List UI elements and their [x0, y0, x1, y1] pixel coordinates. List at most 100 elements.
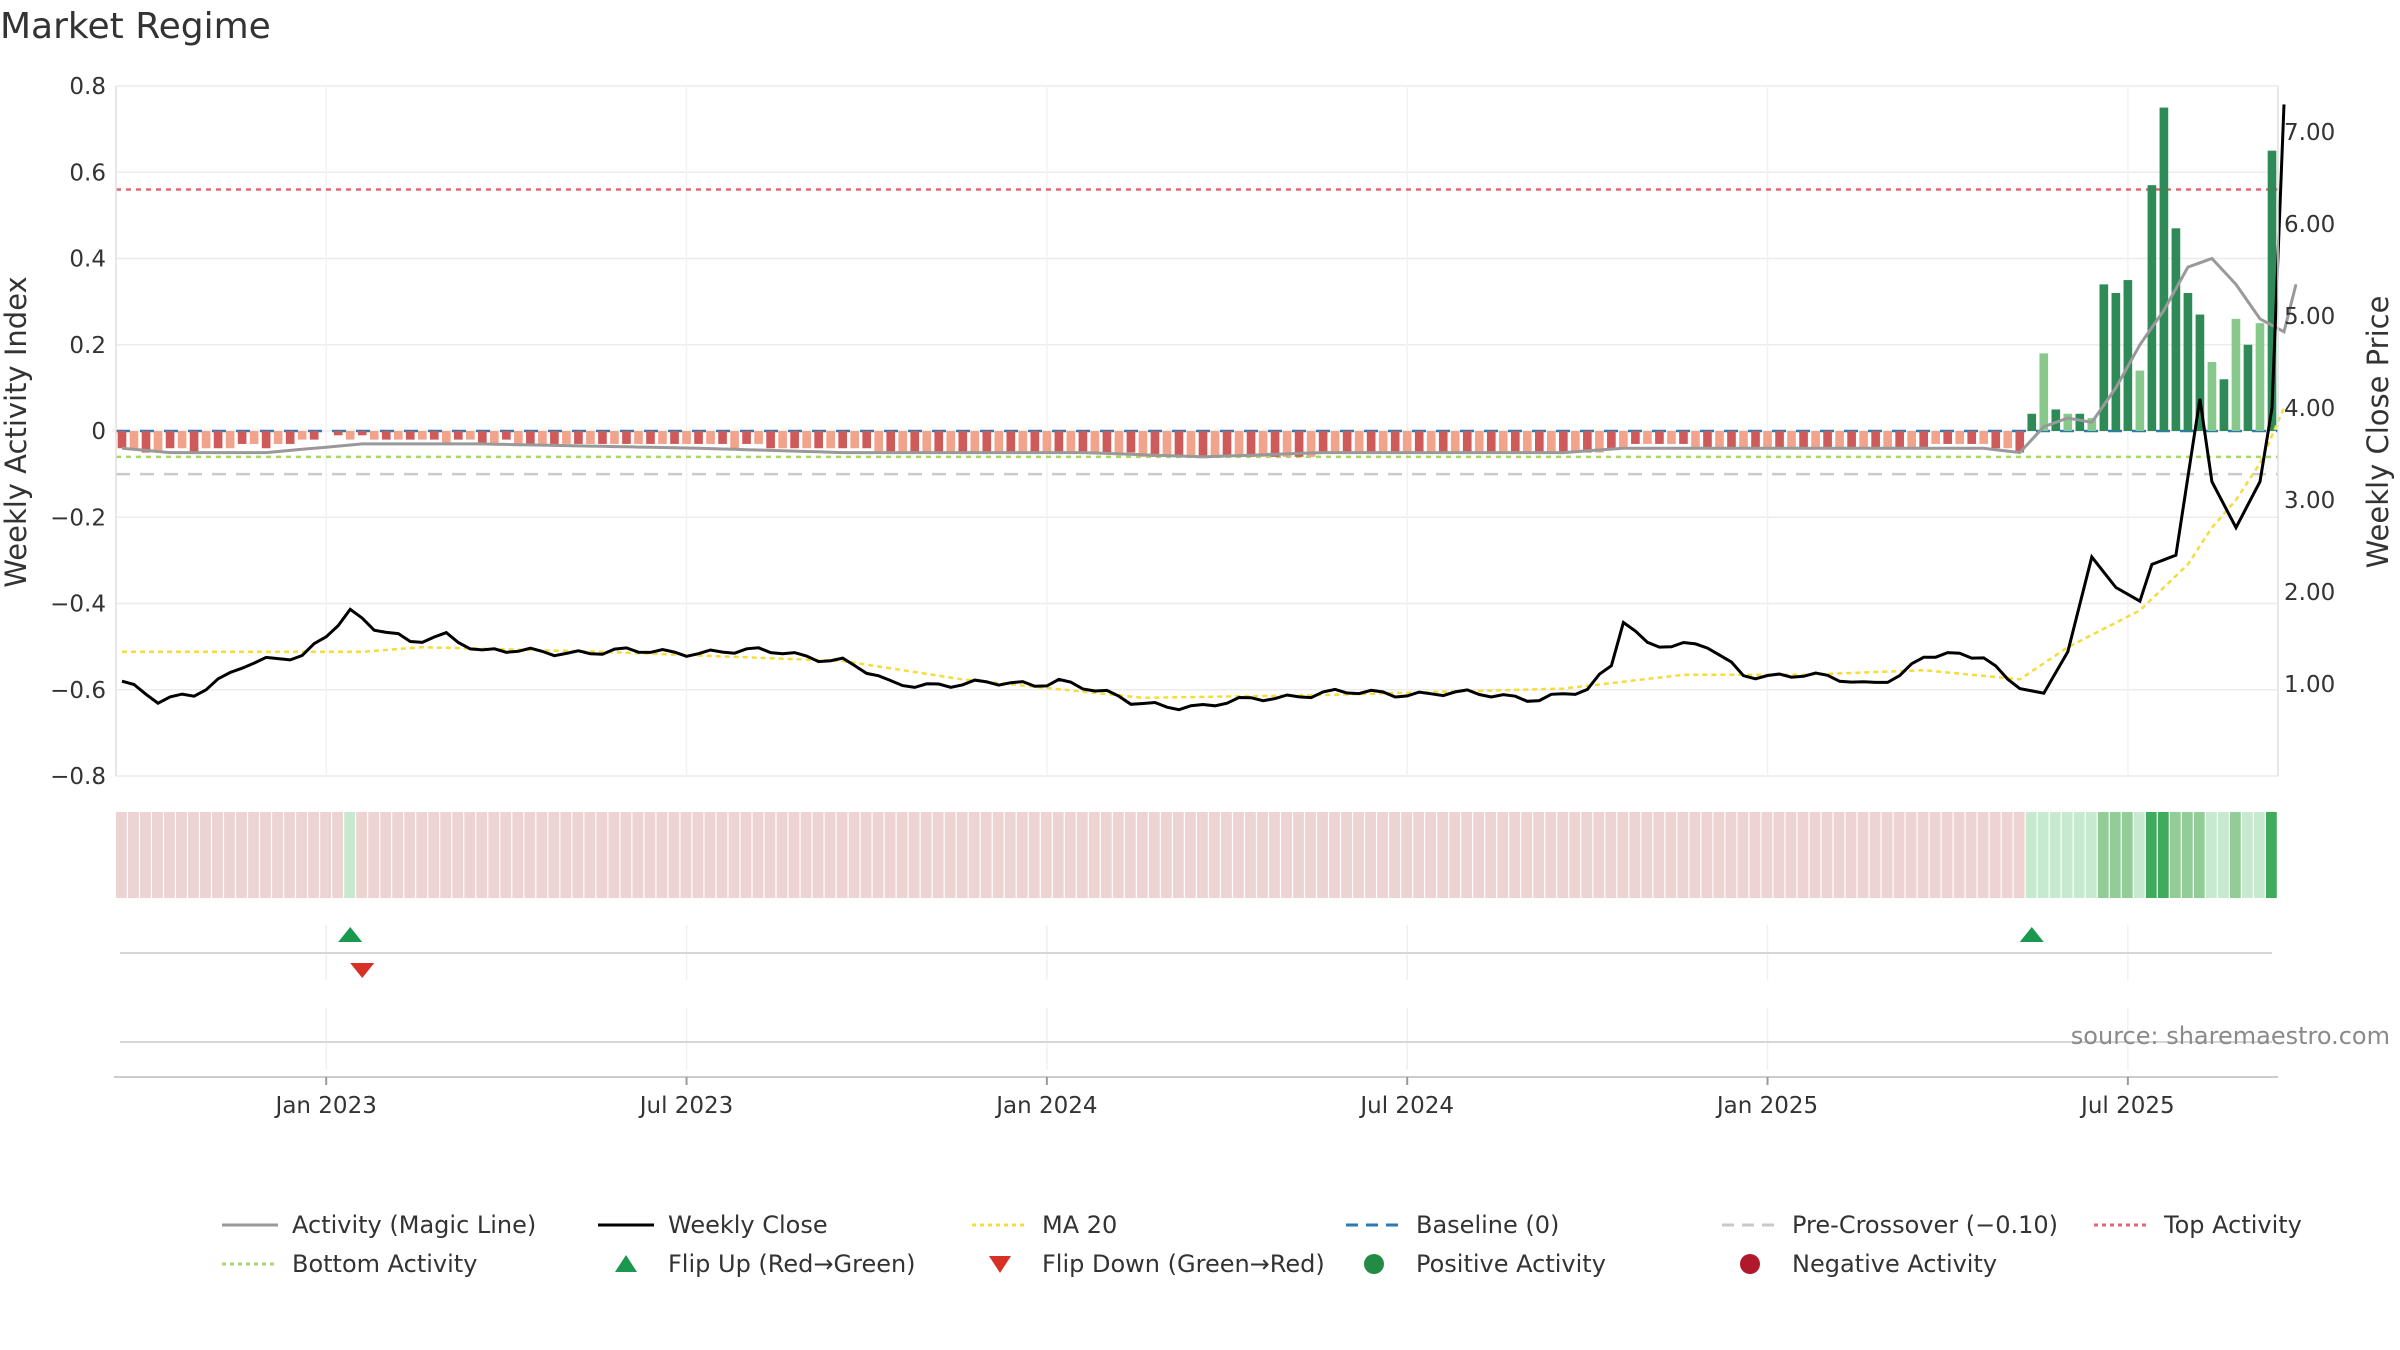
regime-strip-cell: [608, 812, 620, 898]
histogram-bar: [502, 431, 511, 440]
regime-strip-cell: [2169, 812, 2181, 898]
regime-strip-cell: [164, 812, 175, 898]
histogram-bar: [706, 431, 715, 444]
x-tick-label: Jul 2025: [2079, 1093, 2175, 1119]
regime-strip-cell: [860, 812, 872, 898]
regime-strip-cell: [2001, 812, 2013, 898]
histogram-bar: [1474, 431, 1484, 453]
regime-strip-cell: [716, 812, 728, 898]
series-lines: [121, 104, 2298, 712]
histogram-bar: [1198, 431, 1208, 457]
regime-strip-cell: [932, 812, 944, 898]
regime-strip-cell: [1545, 812, 1557, 898]
histogram-bar: [1054, 431, 1064, 453]
histogram-bar: [826, 431, 835, 449]
regime-strip-cell: [2181, 812, 2193, 898]
y-tick-label: 0.8: [69, 74, 106, 100]
regime-strip-cell: [620, 812, 632, 898]
histogram-bar: [1510, 431, 1520, 453]
regime-strip-cell: [1581, 812, 1593, 898]
legend-dot-icon: [1740, 1254, 1760, 1274]
regime-strip-cell: [260, 812, 271, 898]
regime-strip-cell: [1425, 812, 1437, 898]
regime-strip-cell: [788, 812, 800, 898]
regime-strip-cell: [1028, 812, 1040, 898]
regime-strip-cell: [1305, 812, 1316, 898]
histogram-bar: [1342, 431, 1352, 453]
x-tick-label: Jan 2025: [1715, 1093, 1818, 1119]
histogram-bar: [790, 431, 799, 449]
x-tick-label: Jul 2023: [638, 1093, 734, 1119]
histogram-bar: [1090, 431, 1100, 453]
histogram-bar: [1162, 431, 1172, 457]
regime-strip-cell: [1449, 812, 1461, 898]
histogram-bar: [1114, 431, 1124, 453]
regime-strip-cell: [1160, 812, 1172, 898]
regime-strip-cell: [1605, 812, 1617, 898]
regime-strip-cell: [236, 812, 247, 898]
regime-strip-cell: [1845, 812, 1857, 898]
regime-strip-cell: [2145, 812, 2157, 898]
regime-strip-cell: [2193, 812, 2205, 898]
regime-strip-cell: [344, 812, 356, 898]
histogram-bar: [249, 431, 259, 444]
regime-strip-cell: [1064, 812, 1076, 898]
histogram-bar: [550, 431, 559, 444]
regime-strip-cell: [332, 812, 344, 898]
histogram-bar: [1258, 431, 1268, 457]
y2-tick-label: 6.00: [2284, 212, 2335, 238]
histogram-bar: [982, 431, 992, 453]
regime-strip-cell: [1401, 812, 1412, 898]
histogram-bar: [453, 431, 463, 440]
histogram-bar: [730, 431, 739, 449]
regime-strip-cell: [140, 812, 151, 898]
histogram-bar: [1234, 431, 1244, 457]
histogram-bar: [586, 431, 595, 444]
regime-strip-cell: [1773, 812, 1785, 898]
histogram-bar: [850, 431, 860, 449]
regime-strip-cell: [248, 812, 259, 898]
histogram-bar: [2087, 418, 2097, 431]
histogram-bar: [333, 431, 343, 436]
regime-strip-cell: [152, 812, 163, 898]
histogram-bar: [1967, 431, 1977, 444]
histogram-bar: [538, 431, 547, 444]
histogram-bar: [117, 431, 127, 449]
regime-strip-cell: [2085, 812, 2097, 898]
legend-label: Top Activity: [2163, 1211, 2302, 1239]
histogram-bar: [1486, 431, 1496, 453]
flip-up-marker: [2019, 927, 2044, 942]
regime-strip-cell: [1052, 812, 1064, 898]
flip-markers: [120, 927, 2272, 1043]
reference-lines: [116, 188, 2278, 476]
regime-strip-cell: [2037, 812, 2049, 898]
y2-tick-label: 5.00: [2284, 304, 2335, 330]
histogram-bar: [934, 431, 944, 453]
regime-strip-cell: [224, 812, 235, 898]
histogram-bar: [1150, 431, 1160, 457]
regime-strip-cell: [812, 812, 824, 898]
histogram-bar: [862, 431, 872, 449]
y2-tick-label: 3.00: [2284, 488, 2335, 514]
histogram-bar: [2219, 379, 2229, 431]
histogram-bar: [1294, 431, 1304, 457]
histogram-bar: [1619, 431, 1628, 449]
y-tick-label: 0.4: [69, 247, 106, 273]
regime-strip-cell: [2241, 812, 2253, 898]
histogram-bar: [2135, 370, 2145, 431]
regime-strip-cell: [1617, 812, 1629, 898]
legend-label: Pre-Crossover (−0.10): [1792, 1211, 2058, 1239]
regime-strip-cell: [776, 812, 788, 898]
histogram-bar: [898, 431, 908, 453]
histogram-bar: [2195, 314, 2205, 431]
y-tick-label: −0.8: [50, 764, 106, 790]
histogram-bar: [970, 431, 980, 453]
y-axis-label: Weekly Activity Index: [0, 276, 33, 587]
regime-strip-cell: [1509, 812, 1521, 898]
y-tick-label: 0.2: [69, 333, 106, 359]
histogram-bar: [1763, 431, 1772, 449]
histogram-bar: [922, 431, 932, 453]
regime-strip-cell: [2049, 812, 2061, 898]
legend-label: MA 20: [1042, 1211, 1117, 1239]
regime-strip-cell: [1389, 812, 1400, 898]
